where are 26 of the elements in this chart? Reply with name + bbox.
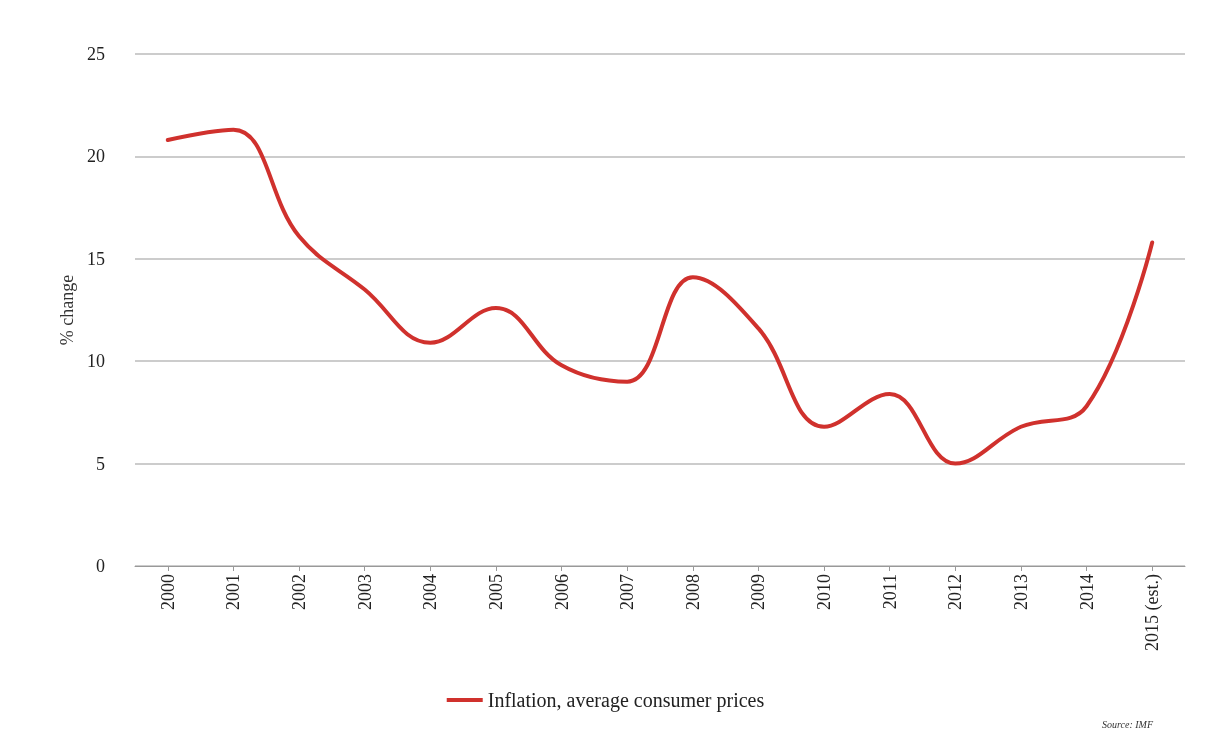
y-tick-label: 10 <box>87 351 105 372</box>
x-tick-label: 2006 <box>551 574 572 610</box>
x-tick-label: 2010 <box>814 574 835 610</box>
x-tick-label: 2001 <box>223 574 244 610</box>
x-tick-label: 2009 <box>748 574 769 610</box>
x-tick-label: 2003 <box>354 574 375 610</box>
x-tick-label: 2000 <box>157 574 178 610</box>
x-tick-label: 2008 <box>682 574 703 610</box>
y-axis-title: % change <box>57 274 78 346</box>
x-tick-label: 2015 (est.) <box>1142 574 1164 651</box>
legend-label: Inflation, average consumer prices <box>487 689 765 712</box>
y-tick-label: 5 <box>96 453 105 474</box>
x-tick-label: 2013 <box>1010 574 1031 610</box>
x-tick-label: 2014 <box>1076 574 1097 610</box>
source-note: Source: IMF <box>1102 718 1154 730</box>
x-tick-label: 2004 <box>420 574 441 610</box>
x-tick-label: 2007 <box>617 574 638 610</box>
y-tick-label: 25 <box>87 44 105 64</box>
x-tick-label: 2011 <box>879 574 900 610</box>
y-tick-label: 15 <box>87 248 105 269</box>
x-tick-label: 2002 <box>289 574 310 610</box>
x-tick-label: 2005 <box>485 574 506 610</box>
line-series <box>165 127 1155 466</box>
y-tick-label: 0 <box>96 556 105 576</box>
y-tick-label: 20 <box>87 146 105 167</box>
x-tick-label: 2012 <box>945 574 966 610</box>
